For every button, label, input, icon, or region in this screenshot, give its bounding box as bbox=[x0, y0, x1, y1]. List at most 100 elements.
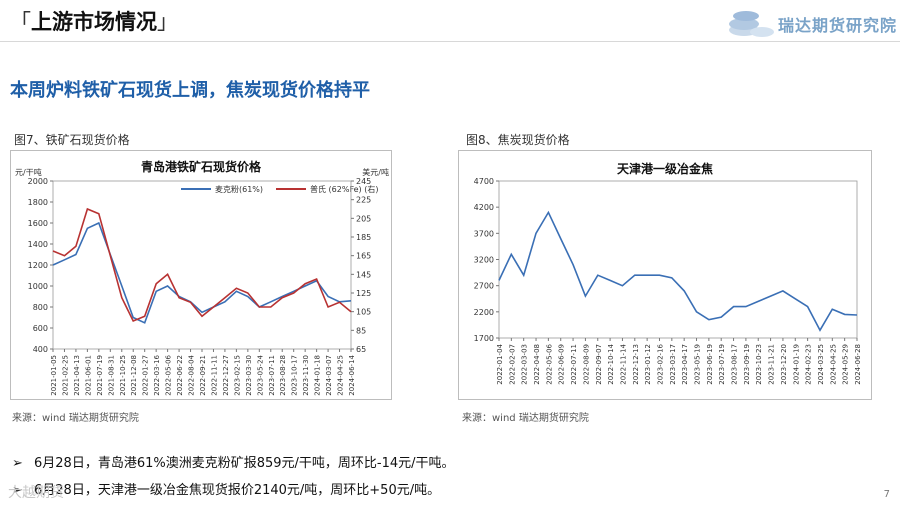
x-tick-label: 2021-08-31 bbox=[107, 355, 115, 396]
y-tick-label: 4700 bbox=[474, 177, 494, 186]
x-tick-label: 2023-10-17 bbox=[291, 355, 299, 396]
bullet-iron-ore: ➢ 6月28日，青岛港61%澳洲麦克粉矿报859元/干吨，周环比-14元/干吨。 bbox=[12, 456, 455, 471]
x-tick-label: 2022-09-07 bbox=[595, 344, 603, 385]
legend-label-blue: 麦克粉(61%) bbox=[215, 184, 263, 194]
x-tick-label: 2023-07-19 bbox=[718, 344, 726, 385]
coke-chart-panel: 天津港一级冶金焦 4700 4200 3700 3200 2700 2200 1700 202… bbox=[458, 150, 872, 400]
x-tick-label: 2023-12-20 bbox=[780, 344, 788, 385]
x-tick-label: 2021-07-19 bbox=[96, 355, 104, 396]
x-tick-label: 2023-05-24 bbox=[256, 354, 264, 395]
brand-logo-text: 瑞达期货研究院 bbox=[778, 16, 898, 35]
iron-ore-chart: 青岛港铁矿石现货价格 元/干吨 美元/吨 麦克粉(61%) 普氏 (62%Fe)… bbox=[15, 159, 389, 396]
x-tick-label: 2024-01-18 bbox=[314, 355, 322, 396]
x-tick-label: 2022-09-21 bbox=[199, 355, 207, 396]
page-number: 7 bbox=[883, 489, 890, 500]
x-tick-label: 2021-01-05 bbox=[50, 355, 58, 396]
x-tick-label: 2024-06-28 bbox=[854, 344, 862, 385]
y-tick-label: 3200 bbox=[474, 256, 494, 265]
headline: 本周炉料铁矿石现货上调，焦炭现货价格持平 bbox=[10, 80, 370, 101]
x-tick-label: 2022-01-04 bbox=[496, 343, 504, 384]
x-tick-label: 2024-03-25 bbox=[817, 344, 825, 385]
x-tick-label: 2022-08-04 bbox=[188, 354, 196, 395]
x-tick-label: 2024-05-29 bbox=[842, 344, 850, 385]
y-tick-label: 1600 bbox=[28, 219, 48, 228]
x-tick-label: 2021-04-13 bbox=[73, 355, 81, 396]
x-tick-label: 2023-03-30 bbox=[245, 355, 253, 396]
y-tick-label: 2000 bbox=[28, 177, 48, 186]
x-tick-label: 2024-01-19 bbox=[792, 344, 800, 385]
y-tick-label: 1700 bbox=[474, 334, 494, 343]
y-tick-label: 1800 bbox=[28, 198, 48, 207]
y-tick-label: 2200 bbox=[474, 308, 494, 317]
x-tick-label: 2023-11-30 bbox=[302, 355, 310, 396]
page-title: 「上游市场情况」 bbox=[10, 10, 178, 34]
figure-8-caption: 图8、焦炭现货价格 bbox=[466, 133, 570, 147]
x-tick-label: 2021-10-25 bbox=[119, 355, 127, 396]
x-tick-label: 2022-04-08 bbox=[533, 344, 541, 385]
watermark: 大越期货 bbox=[8, 485, 64, 501]
series-line-2 bbox=[52, 207, 352, 323]
chart-title: 天津港一级冶金焦 bbox=[617, 161, 713, 176]
y-tick-label-right: 145 bbox=[356, 270, 371, 279]
x-tick-label: 2021-12-08 bbox=[130, 355, 138, 396]
y-axis-label-right: 美元/吨 bbox=[362, 167, 389, 177]
x-tick-label: 2024-03-07 bbox=[325, 355, 333, 396]
x-tick-label: 2022-02-07 bbox=[508, 344, 516, 385]
x-tick-label: 2024-04-25 bbox=[337, 355, 345, 396]
x-tick-label: 2023-05-19 bbox=[694, 344, 702, 385]
x-tick-label: 2022-06-09 bbox=[558, 344, 566, 385]
y-tick-label: 400 bbox=[33, 345, 48, 354]
x-tick-label: 2023-02-16 bbox=[656, 343, 664, 384]
x-tick-label: 2024-06-14 bbox=[348, 354, 356, 395]
y-tick-label-right: 105 bbox=[356, 308, 371, 317]
series-line-1 bbox=[498, 210, 858, 332]
y-tick-label: 2700 bbox=[474, 282, 494, 291]
x-tick-label: 2024-04-25 bbox=[829, 344, 837, 385]
figure-8-source: 来源：wind 瑞达期货研究院 bbox=[462, 413, 589, 424]
figure-7-source: 来源：wind 瑞达期货研究院 bbox=[12, 413, 139, 424]
y-axis-label-left: 元/干吨 bbox=[15, 167, 42, 177]
x-tick-label: 2022-01-27 bbox=[142, 355, 150, 396]
x-tick-label: 2021-06-01 bbox=[84, 355, 92, 396]
chart-title: 青岛港铁矿石现货价格 bbox=[141, 159, 262, 174]
x-tick-label: 2023-08-28 bbox=[279, 355, 287, 396]
x-tick-label: 2023-01-12 bbox=[644, 344, 652, 385]
brand-logo-icon bbox=[729, 11, 774, 37]
series-line-1 bbox=[52, 221, 352, 324]
x-tick-label: 2022-06-22 bbox=[176, 355, 184, 396]
y-tick-label: 3700 bbox=[474, 229, 494, 238]
bullet-arrow-icon: ➢ bbox=[12, 483, 23, 498]
x-tick-label: 2022-07-11 bbox=[570, 344, 578, 385]
x-tick-label: 2023-03-17 bbox=[669, 344, 677, 385]
y-tick-label-right: 245 bbox=[356, 177, 371, 186]
x-tick-label: 2022-12-13 bbox=[632, 344, 640, 385]
header-divider bbox=[0, 41, 900, 42]
x-tick-label: 2022-03-16 bbox=[153, 354, 161, 395]
y-tick-label-right: 65 bbox=[356, 345, 366, 354]
x-tick-label: 2022-12-27 bbox=[222, 355, 230, 396]
bullet-arrow-icon: ➢ bbox=[12, 456, 23, 471]
bullet-coke: ➢ 6月28日，天津港一级冶金焦现货报价2140元/吨，周环比+50元/吨。 bbox=[12, 483, 441, 498]
x-tick-label: 2022-03-03 bbox=[521, 344, 529, 385]
x-tick-label: 2023-09-19 bbox=[743, 344, 751, 385]
x-tick-label: 2022-05-06 bbox=[165, 354, 173, 395]
x-tick-label: 2023-02-15 bbox=[233, 355, 241, 396]
y-tick-label-right: 125 bbox=[356, 289, 371, 298]
y-tick-label-right: 85 bbox=[356, 326, 366, 335]
y-tick-label-right: 205 bbox=[356, 214, 371, 223]
plot-area bbox=[498, 180, 858, 339]
x-tick-label: 2023-07-11 bbox=[268, 355, 276, 396]
x-tick-label: 2023-10-23 bbox=[755, 344, 763, 385]
x-tick-label: 2022-05-06 bbox=[545, 343, 553, 384]
x-tick-label: 2022-11-14 bbox=[619, 343, 627, 384]
figure-7-caption: 图7、铁矿石现货价格 bbox=[14, 133, 130, 147]
iron-ore-chart-panel: 青岛港铁矿石现货价格 元/干吨 美元/吨 麦克粉(61%) 普氏 (62%Fe)… bbox=[10, 150, 392, 400]
x-tick-label: 2022-11-11 bbox=[210, 355, 218, 396]
x-tick-label: 2022-08-09 bbox=[582, 344, 590, 385]
y-tick-label: 1400 bbox=[28, 240, 48, 249]
x-tick-label: 2021-02-25 bbox=[61, 355, 69, 396]
y-tick-label: 800 bbox=[33, 303, 48, 312]
x-tick-label: 2024-02-23 bbox=[805, 344, 813, 385]
x-tick-label: 2023-11-21 bbox=[768, 344, 776, 385]
x-tick-label: 2023-04-17 bbox=[681, 344, 689, 385]
